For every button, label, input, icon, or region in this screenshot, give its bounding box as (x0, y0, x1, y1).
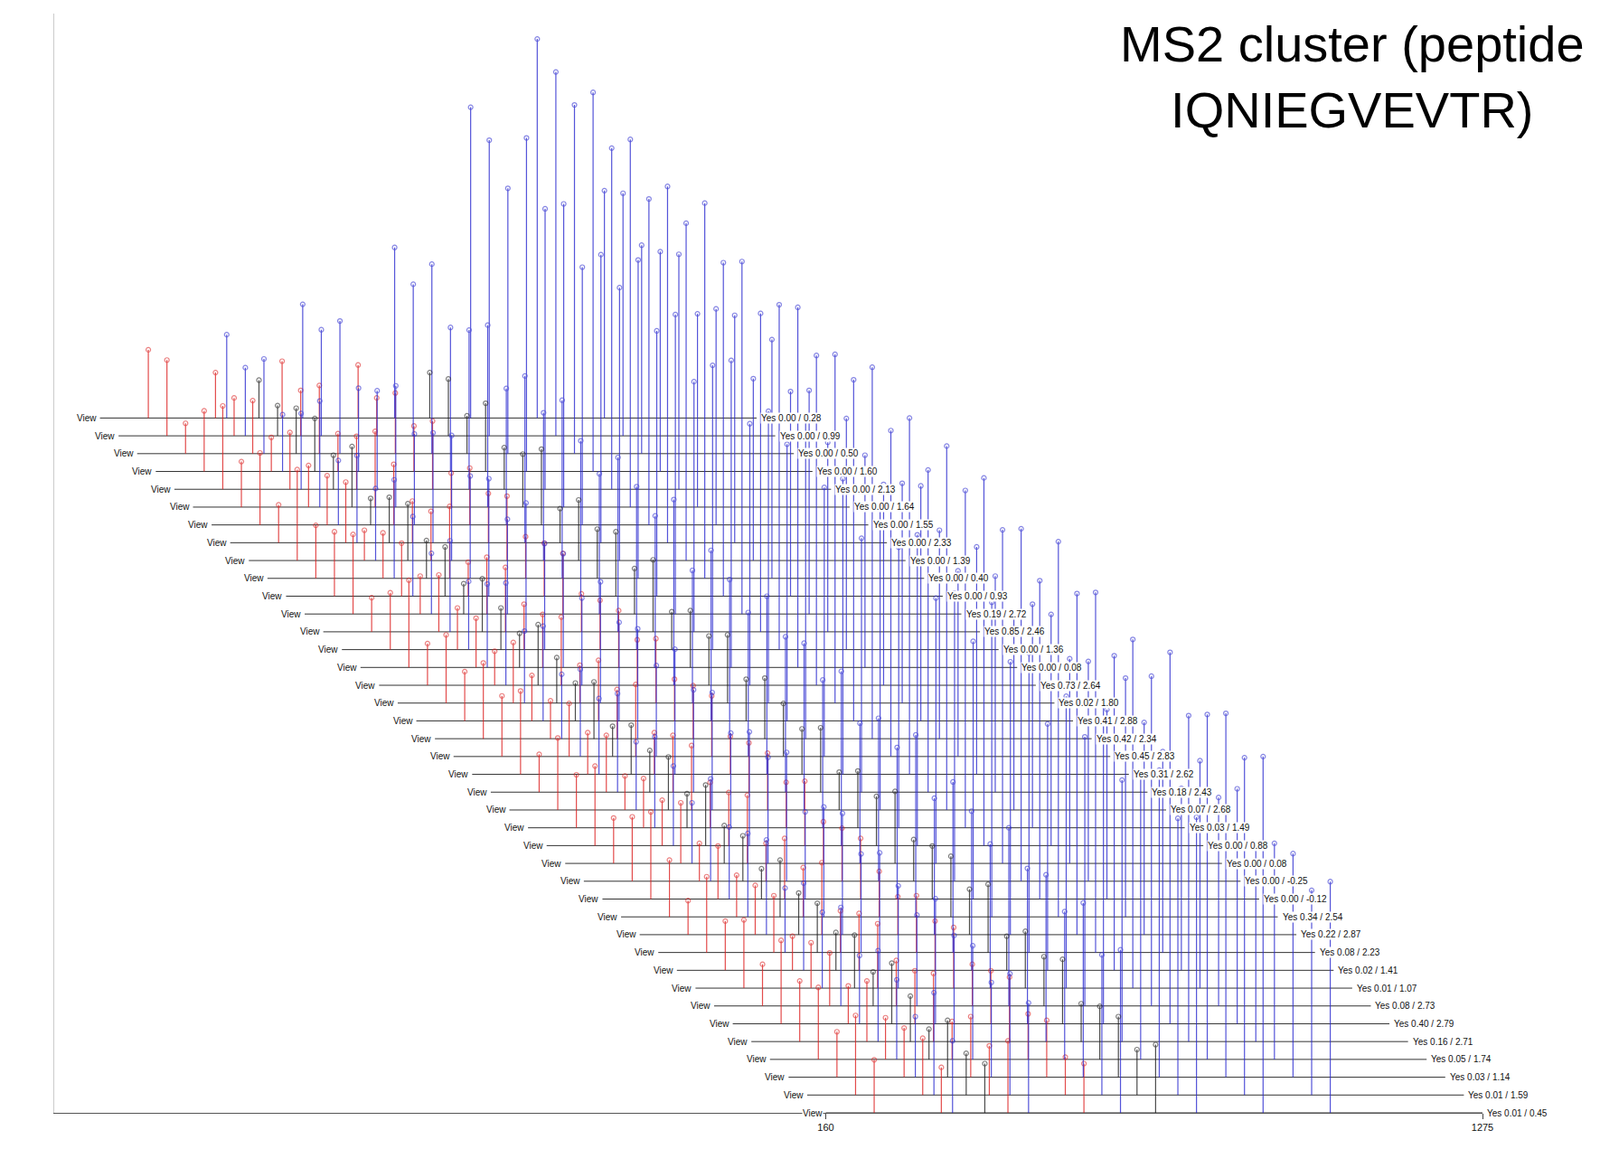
svg-text:Yes 0.02 / 1.80: Yes 0.02 / 1.80 (1058, 697, 1120, 708)
svg-text:View: View (802, 1108, 823, 1119)
svg-text:View: View (113, 448, 134, 459)
svg-text:Yes 0.22 / 2.87: Yes 0.22 / 2.87 (1300, 929, 1362, 940)
svg-text:View: View (169, 501, 190, 512)
svg-text:View: View (262, 591, 283, 602)
svg-text:View: View (94, 431, 115, 442)
svg-text:Yes 0.18 / 2.43: Yes 0.18 / 2.43 (1151, 787, 1213, 798)
svg-text:Yes 0.42 / 2.34: Yes 0.42 / 2.34 (1096, 734, 1158, 744)
svg-text:Yes 0.41 / 2.88: Yes 0.41 / 2.88 (1077, 715, 1139, 726)
svg-text:View: View (300, 626, 320, 637)
svg-text:View: View (225, 555, 245, 566)
svg-text:View: View (244, 573, 264, 584)
svg-text:Yes 0.00 / 0.08: Yes 0.00 / 0.08 (1021, 662, 1083, 673)
svg-text:Yes 0.01 / 1.59: Yes 0.01 / 1.59 (1468, 1090, 1529, 1101)
svg-text:Yes 0.00 / -0.12: Yes 0.00 / -0.12 (1263, 894, 1328, 904)
svg-text:View: View (690, 1000, 711, 1011)
svg-text:View: View (671, 983, 692, 994)
svg-text:Yes 0.08 / 2.23: Yes 0.08 / 2.23 (1319, 947, 1381, 958)
svg-text:Yes 0.05 / 1.74: Yes 0.05 / 1.74 (1430, 1054, 1492, 1064)
svg-text:Yes 0.00 / -0.25: Yes 0.00 / -0.25 (1244, 875, 1309, 886)
svg-text:View: View (578, 894, 599, 904)
svg-text:Yes 0.40 / 2.79: Yes 0.40 / 2.79 (1393, 1018, 1455, 1029)
svg-text:Yes 0.00 / 0.93: Yes 0.00 / 0.93 (947, 591, 1008, 602)
svg-text:View: View (318, 644, 339, 655)
svg-text:View: View (430, 751, 451, 762)
svg-text:Yes 0.00 / 0.28: Yes 0.00 / 0.28 (761, 413, 822, 424)
svg-text:Yes 0.08 / 2.73: Yes 0.08 / 2.73 (1374, 1000, 1436, 1011)
svg-text:View: View (207, 537, 227, 548)
svg-text:View: View (374, 697, 395, 708)
svg-text:View: View (131, 466, 152, 477)
svg-text:View: View (355, 680, 376, 691)
svg-text:View: View (541, 858, 562, 869)
svg-text:Yes 0.85 / 2.46: Yes 0.85 / 2.46 (984, 626, 1045, 637)
svg-text:1275: 1275 (1471, 1121, 1494, 1133)
svg-text:View: View (393, 715, 414, 726)
svg-text:Yes 0.00 / 0.88: Yes 0.00 / 0.88 (1207, 840, 1269, 851)
svg-text:Yes 0.00 / 1.39: Yes 0.00 / 1.39 (910, 555, 971, 566)
svg-text:View: View (337, 662, 358, 673)
svg-text:View: View (467, 787, 488, 798)
svg-text:View: View (486, 804, 507, 815)
svg-text:Yes 0.00 / 0.40: Yes 0.00 / 0.40 (928, 573, 989, 584)
svg-text:View: View (616, 929, 637, 940)
svg-text:View: View (188, 519, 208, 530)
svg-text:Yes 0.45 / 2.83: Yes 0.45 / 2.83 (1114, 751, 1176, 762)
svg-text:Yes 0.07 / 2.68: Yes 0.07 / 2.68 (1170, 804, 1232, 815)
svg-text:View: View (411, 734, 432, 744)
svg-text:View: View (746, 1054, 767, 1064)
svg-text:Yes 0.00 / 2.33: Yes 0.00 / 2.33 (891, 537, 952, 548)
svg-text:View: View (560, 875, 581, 886)
svg-text:Yes 0.01 / 1.07: Yes 0.01 / 1.07 (1356, 983, 1418, 994)
svg-text:View: View (281, 609, 302, 620)
svg-text:MS2 cluster (peptideIQNIEGVEVT: MS2 cluster (peptideIQNIEGVEVTR) (1120, 15, 1585, 139)
svg-text:Yes 0.00 / 0.50: Yes 0.00 / 0.50 (798, 448, 859, 459)
svg-text:View: View (76, 413, 97, 424)
svg-text:Yes 0.31 / 2.62: Yes 0.31 / 2.62 (1133, 769, 1195, 780)
svg-text:View: View (523, 840, 544, 851)
svg-text:View: View (783, 1090, 804, 1101)
svg-text:View: View (504, 822, 525, 833)
svg-text:Yes 0.00 / 1.55: Yes 0.00 / 1.55 (873, 519, 934, 530)
svg-text:View: View (653, 965, 674, 976)
svg-text:Yes 0.01 / 0.45: Yes 0.01 / 0.45 (1487, 1108, 1548, 1119)
svg-text:160: 160 (817, 1121, 834, 1133)
svg-text:View: View (709, 1018, 730, 1029)
svg-text:Yes 0.34 / 2.54: Yes 0.34 / 2.54 (1282, 912, 1344, 923)
svg-text:Yes 0.00 / 1.36: Yes 0.00 / 1.36 (1003, 644, 1064, 655)
svg-text:Yes 0.03 / 1.49: Yes 0.03 / 1.49 (1189, 822, 1251, 833)
svg-text:Yes 0.02 / 1.41: Yes 0.02 / 1.41 (1337, 965, 1399, 976)
svg-text:View: View (727, 1036, 748, 1047)
svg-text:Yes 0.19 / 2.72: Yes 0.19 / 2.72 (966, 609, 1027, 620)
svg-text:View: View (150, 484, 171, 495)
svg-text:Yes 0.03 / 1.14: Yes 0.03 / 1.14 (1449, 1072, 1511, 1083)
svg-text:Yes 0.00 / 0.99: Yes 0.00 / 0.99 (780, 431, 841, 442)
svg-text:Yes 0.00 / 1.64: Yes 0.00 / 1.64 (854, 501, 915, 512)
svg-text:View: View (634, 947, 655, 958)
svg-text:Yes 0.73 / 2.64: Yes 0.73 / 2.64 (1040, 680, 1102, 691)
svg-text:Yes 0.00 / 1.60: Yes 0.00 / 1.60 (817, 466, 878, 477)
svg-text:Yes 0.00 / 2.13: Yes 0.00 / 2.13 (835, 484, 896, 495)
svg-text:Yes 0.16 / 2.71: Yes 0.16 / 2.71 (1412, 1036, 1474, 1047)
svg-text:View: View (764, 1072, 785, 1083)
svg-text:View: View (597, 912, 618, 923)
svg-text:Yes 0.00 / 0.08: Yes 0.00 / 0.08 (1226, 858, 1288, 869)
svg-text:View: View (448, 769, 469, 780)
